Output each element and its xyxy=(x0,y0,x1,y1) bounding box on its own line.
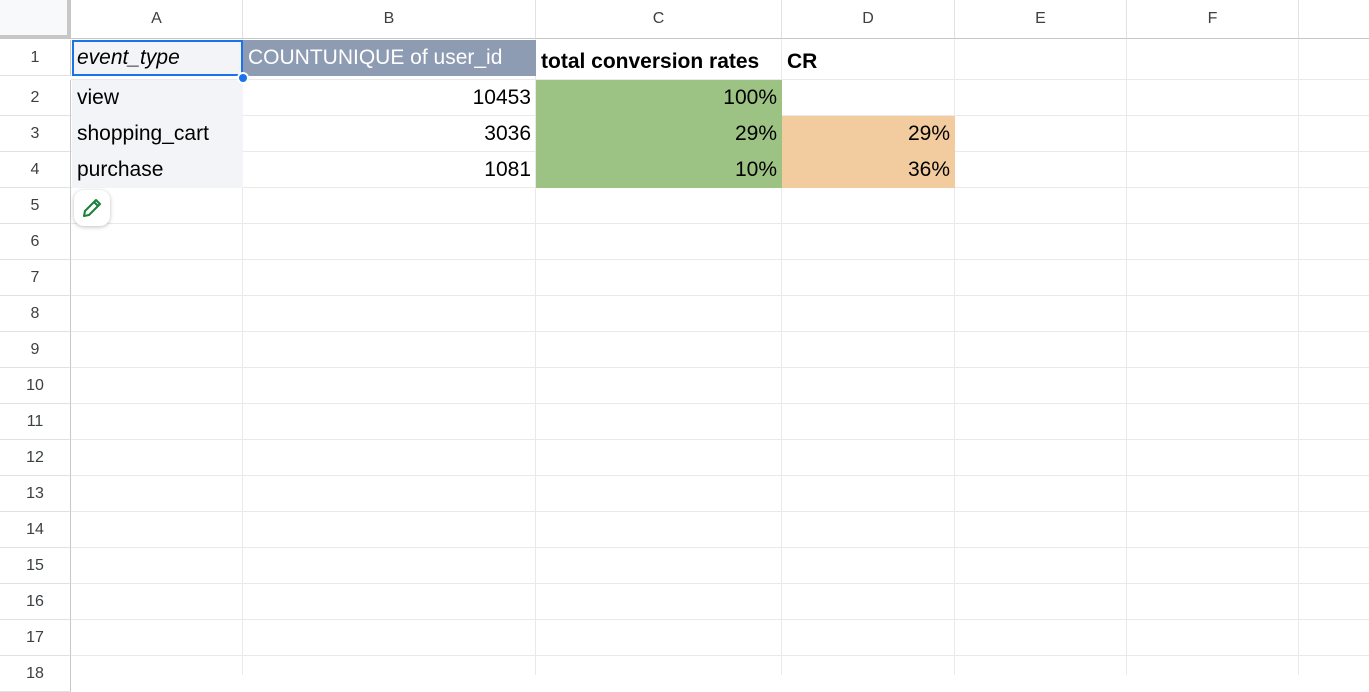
cell-c1[interactable]: total conversion rates xyxy=(541,50,760,73)
cell-b2[interactable]: 10453 xyxy=(472,86,531,109)
gridline xyxy=(71,223,1369,224)
gridline xyxy=(71,403,1369,404)
gridline xyxy=(71,511,1369,512)
row-header-15[interactable]: 15 xyxy=(0,548,71,584)
freeze-row-handle[interactable] xyxy=(0,35,71,39)
gridline xyxy=(535,39,536,675)
row-header-2[interactable]: 2 xyxy=(0,80,71,116)
column-header-a[interactable]: A xyxy=(71,0,243,39)
cell-a2[interactable]: view xyxy=(72,80,243,116)
row-header-16[interactable]: 16 xyxy=(0,584,71,620)
gridline xyxy=(71,367,1369,368)
column-header-b[interactable]: B xyxy=(243,0,536,39)
row-header-9[interactable]: 9 xyxy=(0,332,71,368)
gridline xyxy=(781,39,782,675)
cell-b4[interactable]: 1081 xyxy=(484,158,531,181)
cell-a4[interactable]: purchase xyxy=(72,152,243,188)
gridline xyxy=(1298,39,1299,675)
freeze-column-handle[interactable] xyxy=(67,0,71,39)
cell-d4[interactable]: 36% xyxy=(782,152,955,188)
gridline xyxy=(71,295,1369,296)
column-header-d[interactable]: D xyxy=(782,0,955,39)
row-header-14[interactable]: 14 xyxy=(0,512,71,548)
gridline xyxy=(1126,39,1127,675)
column-header-f[interactable]: F xyxy=(1127,0,1299,39)
pivot-edit-button[interactable] xyxy=(74,190,110,226)
gridline xyxy=(71,79,1369,80)
row-header-7[interactable]: 7 xyxy=(0,260,71,296)
row-header-1[interactable]: 1 xyxy=(0,40,71,76)
cell-c3[interactable]: 29% xyxy=(536,116,782,152)
column-header-e[interactable]: E xyxy=(955,0,1127,39)
row-header-11[interactable]: 11 xyxy=(0,404,71,440)
column-header-g[interactable] xyxy=(1299,0,1369,39)
cell-d1[interactable]: CR xyxy=(787,50,818,73)
cell-b3[interactable]: 3036 xyxy=(484,122,531,145)
gridline xyxy=(242,39,243,675)
row-header-18[interactable]: 18 xyxy=(0,656,71,692)
gridline xyxy=(954,39,955,675)
gridline xyxy=(71,547,1369,548)
row-header-3[interactable]: 3 xyxy=(0,116,71,152)
row-header-12[interactable]: 12 xyxy=(0,440,71,476)
row-header-8[interactable]: 8 xyxy=(0,296,71,332)
row-header-6[interactable]: 6 xyxy=(0,224,71,260)
gridline xyxy=(71,475,1369,476)
cell-a3[interactable]: shopping_cart xyxy=(72,116,243,152)
row-header-17[interactable]: 17 xyxy=(0,620,71,656)
row-header-10[interactable]: 10 xyxy=(0,368,71,404)
active-cell-selection xyxy=(72,40,243,76)
gridline xyxy=(71,331,1369,332)
cell-a1[interactable]: event_type xyxy=(72,40,243,76)
cell-c2[interactable]: 100% xyxy=(536,80,782,116)
cell-b1[interactable]: COUNTUNIQUE of user_id xyxy=(243,40,536,76)
gridline xyxy=(71,619,1369,620)
cell-c4[interactable]: 10% xyxy=(536,152,782,188)
gridline xyxy=(71,439,1369,440)
cell-d3[interactable]: 29% xyxy=(782,116,955,152)
gridline xyxy=(71,259,1369,260)
gridline xyxy=(71,655,1369,656)
gridline xyxy=(71,583,1369,584)
column-header-c[interactable]: C xyxy=(536,0,782,39)
fill-handle[interactable] xyxy=(237,72,249,84)
pencil-icon xyxy=(83,199,101,217)
row-header-4[interactable]: 4 xyxy=(0,152,71,188)
row-header-5[interactable]: 5 xyxy=(0,188,71,224)
select-all-corner[interactable] xyxy=(0,0,71,39)
row-header-13[interactable]: 13 xyxy=(0,476,71,512)
